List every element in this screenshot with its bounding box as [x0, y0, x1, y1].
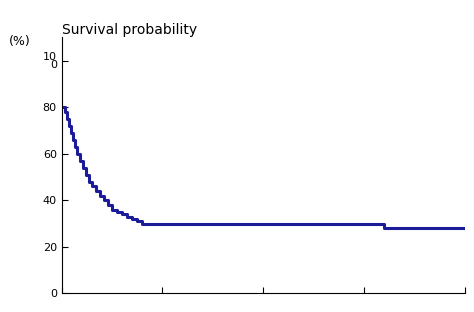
Text: (%): (%): [9, 35, 31, 48]
Text: Survival probability: Survival probability: [62, 23, 197, 37]
